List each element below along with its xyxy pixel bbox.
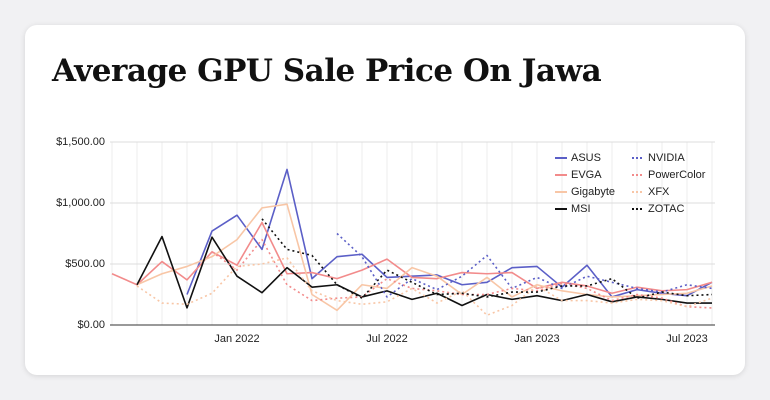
y-tick-label: $0.00 bbox=[77, 319, 105, 331]
series-line bbox=[211, 238, 713, 309]
legend-label: PowerColor bbox=[648, 169, 706, 181]
series-line bbox=[261, 218, 713, 299]
card: Average GPU Sale Price On Jawa bbox=[25, 25, 745, 375]
x-tick-label: Jul 2023 bbox=[666, 333, 708, 345]
y-tick-label: $1,500.00 bbox=[56, 136, 105, 148]
legend-label: MSI bbox=[571, 203, 591, 215]
legend-label: XFX bbox=[648, 186, 670, 198]
chart-title: Average GPU Sale Price On Jawa bbox=[52, 53, 602, 89]
legend-label: ZOTAC bbox=[648, 203, 685, 215]
series-line bbox=[136, 203, 713, 312]
x-tick-label: Jan 2023 bbox=[514, 333, 559, 345]
legend-label: Gigabyte bbox=[571, 186, 615, 198]
legend-label: NVIDIA bbox=[648, 152, 685, 164]
x-tick-label: Jan 2022 bbox=[214, 333, 259, 345]
x-tick-label: Jul 2022 bbox=[366, 333, 408, 345]
legend-label: EVGA bbox=[571, 169, 602, 181]
series-line bbox=[336, 232, 713, 298]
y-tick-label: $1,000.00 bbox=[56, 197, 105, 209]
y-tick-label: $500.00 bbox=[65, 258, 105, 270]
series-line bbox=[186, 168, 713, 298]
series-line bbox=[136, 257, 713, 317]
legend-label: ASUS bbox=[571, 152, 601, 164]
